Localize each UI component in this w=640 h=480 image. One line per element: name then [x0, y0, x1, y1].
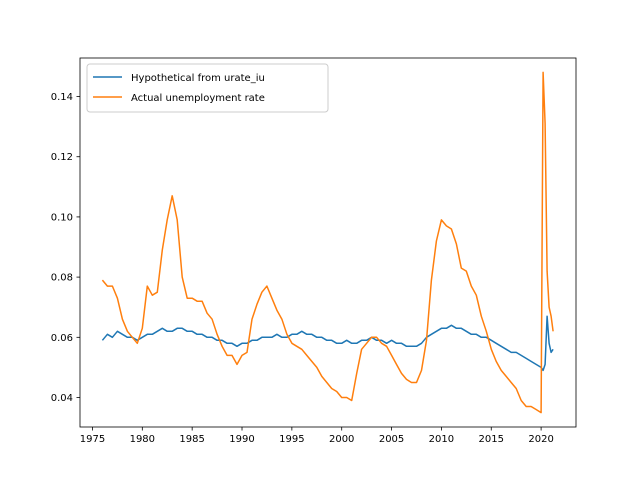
x-axis: 1975 1980 1985 1990 1995 2000 2005 2010 2015 2020 [80, 427, 554, 445]
series-layer [101, 71, 554, 414]
y-tick-label: 0.04 [51, 393, 73, 404]
y-tick-label: 0.10 [51, 212, 73, 223]
axes-frame [79, 57, 577, 428]
y-tick-label: 0.14 [51, 92, 73, 103]
x-tick-label: 1975 [80, 434, 105, 445]
legend-label-hypothetical: Hypothetical from urate_iu [131, 73, 265, 84]
y-axis: 0.04 0.06 0.08 0.10 0.12 0.14 [51, 92, 80, 404]
y-tick-label: 0.12 [51, 152, 73, 163]
x-tick-label: 1995 [279, 434, 304, 445]
legend-label-actual: Actual unemployment rate [131, 93, 265, 104]
series-line-hypothetical [101, 315, 554, 372]
legend-frame [86, 63, 329, 113]
legend: Hypothetical from urate_iu Actual unempl… [86, 63, 329, 113]
x-tick-label: 2005 [379, 434, 404, 445]
y-tick-label: 0.08 [51, 273, 73, 284]
series-line-actual [101, 71, 554, 414]
y-tick-label: 0.06 [51, 333, 73, 344]
x-tick-label: 2020 [528, 434, 553, 445]
x-tick-label: 1980 [130, 434, 155, 445]
x-tick-label: 2010 [429, 434, 454, 445]
x-tick-label: 2015 [479, 434, 504, 445]
x-tick-label: 1990 [229, 434, 254, 445]
x-tick-label: 2000 [329, 434, 354, 445]
plot-area [80, 58, 576, 427]
x-tick-label: 1985 [179, 434, 204, 445]
